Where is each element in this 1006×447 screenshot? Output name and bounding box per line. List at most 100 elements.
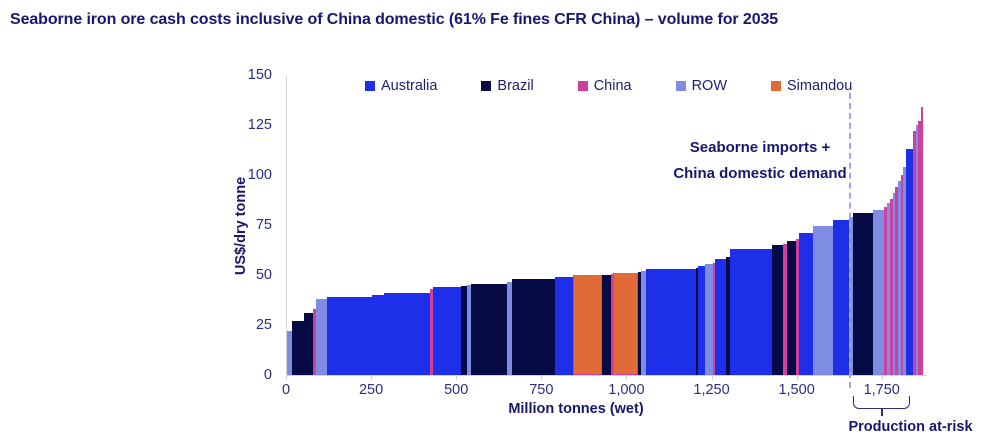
cost-bar-row [903, 167, 906, 375]
legend-item-simandou: Simandou [771, 78, 852, 94]
cost-bar-row [898, 181, 901, 375]
y-tick-label: 100 [247, 167, 272, 183]
x-tick-mark [711, 375, 713, 380]
bars-layer [287, 75, 927, 375]
cost-bar-china [895, 187, 899, 375]
cost-bar-brazil [292, 321, 305, 375]
cost-bar-australia [698, 266, 706, 375]
x-axis-title: Million tonnes (wet) [508, 401, 644, 417]
cost-bar-row [916, 125, 919, 375]
cost-bar-australia [799, 233, 813, 375]
y-tick-label: 125 [247, 117, 272, 133]
cost-bar-brazil [786, 241, 796, 375]
cost-bar-row [641, 271, 647, 375]
legend-item-australia: Australia [365, 78, 437, 94]
cost-bar-china [920, 107, 923, 375]
cost-bar-brazil [471, 284, 507, 375]
y-tick-label: 150 [247, 67, 272, 83]
plot-area [286, 75, 927, 376]
x-tick-label: 1,750 [863, 382, 900, 398]
cost-bar-australia [905, 149, 913, 375]
cost-bar-china [918, 121, 921, 375]
cost-bar-china [912, 131, 917, 375]
cost-bar-australia [729, 249, 773, 375]
at-risk-bracket [852, 396, 910, 409]
y-tick-label: 0 [263, 367, 272, 383]
demand-annotation-line1: Seaborne imports + [689, 139, 831, 156]
x-tick-label: 1,500 [778, 382, 815, 398]
cost-bar-china [883, 207, 887, 375]
legend-swatch-australia [365, 81, 375, 91]
x-tick-label: 250 [358, 382, 384, 398]
demand-line [849, 93, 852, 388]
cost-bar-australia [554, 277, 573, 375]
cost-bar-row [506, 282, 513, 375]
x-tick-mark [456, 375, 458, 380]
x-tick-mark [796, 375, 798, 380]
legend-swatch-row [675, 81, 686, 91]
x-tick-mark [286, 375, 287, 380]
x-tick-mark [626, 375, 628, 380]
x-tick-label: 1,250 [693, 382, 730, 398]
cost-bar-brazil [772, 245, 784, 375]
cost-bar-brazil [726, 257, 730, 375]
cost-bar-china [889, 199, 893, 375]
cost-bar-china [429, 289, 434, 375]
x-tick-label: 1,000 [608, 382, 645, 398]
x-tick-label: 500 [444, 382, 469, 398]
legend-label-australia: Australia [381, 78, 438, 94]
cost-bar-australia [372, 295, 385, 375]
cost-bar-australia [433, 287, 462, 375]
cost-bar-australia [714, 259, 727, 375]
legend-item-brazil: Brazil [481, 78, 534, 94]
x-tick-mark [541, 375, 543, 380]
legend-label-brazil: Brazil [497, 78, 534, 94]
legend-label-simandou: Simandou [787, 78, 853, 94]
cost-bar-china [312, 309, 316, 375]
cost-bar-china [783, 244, 787, 375]
cost-bar-australia [327, 297, 373, 375]
cost-bar-brazil [852, 213, 873, 375]
cost-bar-row [872, 210, 884, 375]
cost-bar-row [892, 193, 896, 375]
cost-bar-china [900, 175, 904, 375]
cost-bar-row [287, 331, 293, 375]
cost-bar-brazil [512, 279, 555, 375]
cost-bar-row [705, 264, 714, 375]
x-tick-label: 0 [281, 382, 291, 398]
y-tick-label: 25 [255, 317, 272, 333]
cost-bar-australia [384, 293, 430, 375]
cost-bar-australia [646, 269, 696, 375]
chart-title: Seaborne iron ore cash costs inclusive o… [10, 11, 779, 28]
x-tick-mark [881, 375, 883, 380]
legend-swatch-simandou [771, 81, 782, 91]
at-risk-label: Production at-risk [848, 419, 973, 435]
cost-bar-china [713, 263, 715, 375]
legend-swatch-china [577, 81, 588, 91]
x-tick-mark [371, 375, 373, 380]
demand-annotation: Seaborne imports + China domestic demand [660, 135, 860, 187]
cost-bar-australia [833, 220, 849, 375]
cost-bar-brazil [601, 275, 612, 375]
cost-bar-simandou [572, 275, 602, 375]
cost-bar-brazil [695, 268, 699, 375]
at-risk-bracket-tick [881, 409, 883, 416]
legend-label-row: ROW [691, 78, 728, 94]
cost-bar-brazil [637, 272, 642, 375]
y-tick-label: 50 [255, 267, 272, 283]
cost-bar-china [795, 239, 800, 375]
demand-annotation-line2: China domestic demand [673, 165, 847, 182]
cost-bar-row [812, 226, 834, 375]
cost-bar-row [467, 285, 472, 375]
legend-swatch-brazil [481, 81, 492, 91]
legend-label-china: China [593, 78, 632, 94]
legend-item-china: China [577, 78, 632, 94]
x-tick-label: 750 [529, 382, 554, 398]
cost-bar-row [886, 203, 890, 375]
chart-legend: Australia Brazil China ROW Simandou [365, 78, 852, 94]
cost-bar-row [315, 299, 328, 375]
cost-bar-simandou [612, 273, 638, 375]
legend-item-row: ROW [675, 78, 728, 94]
y-tick-label: 75 [255, 217, 272, 233]
